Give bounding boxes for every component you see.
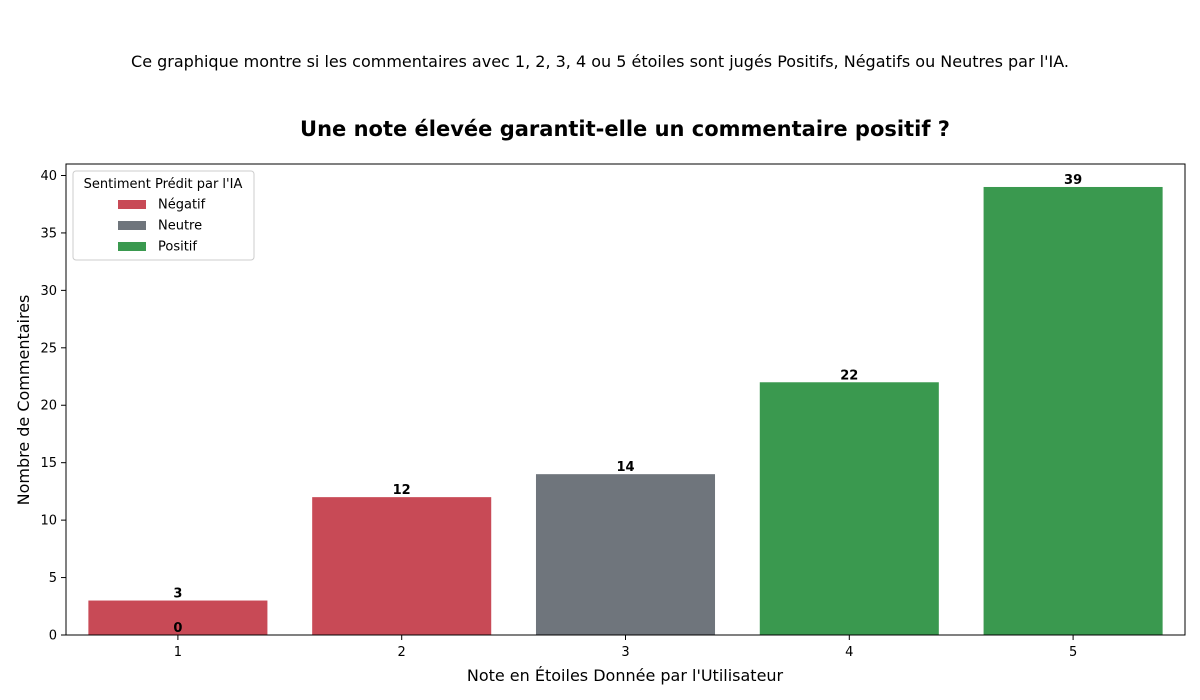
bar-value-label: 0 xyxy=(173,621,182,636)
bar-value-label: 12 xyxy=(393,483,411,498)
y-tick-label: 0 xyxy=(49,629,57,644)
legend: Sentiment Prédit par l'IA Négatif Neutre P… xyxy=(72,170,255,261)
x-axis-label: Note en Étoiles Donnée par l'Utilisateur xyxy=(467,666,784,685)
y-tick-label: 10 xyxy=(40,514,57,529)
y-tick-label: 35 xyxy=(40,226,57,241)
legend-swatch xyxy=(118,200,146,209)
bar-positif-5 xyxy=(983,186,1163,635)
y-tick-label: 5 xyxy=(49,571,57,586)
bar-positif-4 xyxy=(759,382,939,635)
y-tick-label: 20 xyxy=(40,399,57,414)
legend-swatch xyxy=(118,242,146,251)
legend-entry-label: Négatif xyxy=(158,198,206,213)
x-tick-label: 1 xyxy=(174,645,182,660)
legend-frame xyxy=(72,170,255,261)
bar-value-label: 3 xyxy=(173,587,182,602)
x-tick-label: 2 xyxy=(398,645,406,660)
bar-value-label: 14 xyxy=(616,460,634,475)
bar-value-label: 22 xyxy=(840,368,858,383)
legend-entry-label: Neutre xyxy=(158,219,202,234)
legend-title: Sentiment Prédit par l'IA xyxy=(84,177,243,192)
x-tick-label: 3 xyxy=(621,645,629,660)
y-tick-label: 15 xyxy=(40,456,57,471)
bar-n-gatif-2 xyxy=(312,497,492,635)
y-tick-label: 30 xyxy=(40,284,57,299)
bar-value-label: 39 xyxy=(1064,173,1082,188)
legend-entry-label: Positif xyxy=(158,240,197,255)
x-tick-label: 4 xyxy=(845,645,853,660)
y-axis-label: Nombre de Commentaires xyxy=(14,295,33,506)
legend-swatch xyxy=(118,221,146,230)
bar-neutre-3 xyxy=(535,474,716,635)
x-tick-label: 5 xyxy=(1069,645,1077,660)
chart-description: Ce graphique montre si les commentaires … xyxy=(131,52,1069,71)
y-tick-label: 40 xyxy=(40,169,57,184)
chart-title: Une note élevée garantit-elle un comment… xyxy=(300,117,950,141)
bar-n-gatif-1 xyxy=(88,600,268,635)
y-tick-label: 25 xyxy=(40,341,57,356)
